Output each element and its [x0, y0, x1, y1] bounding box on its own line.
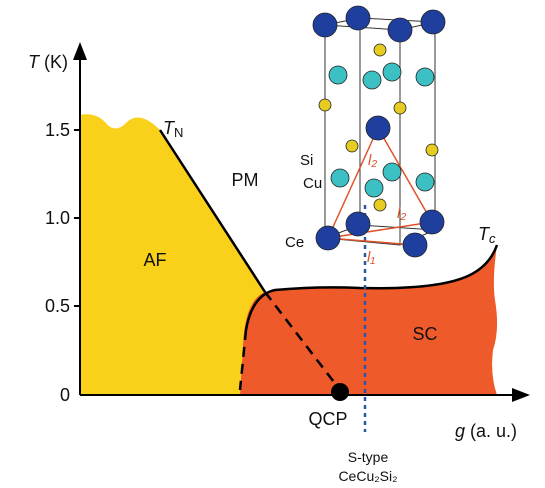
ce-atom — [316, 226, 340, 250]
ce-atom — [421, 10, 445, 34]
cu-atom — [365, 179, 383, 197]
cu-atom — [416, 68, 434, 86]
tn-label: TN — [163, 118, 183, 140]
l2-label: l₂ — [368, 152, 377, 169]
y-arrow — [73, 42, 87, 60]
x-axis-label: g (a. u.) — [455, 421, 517, 441]
si-atom — [394, 102, 406, 114]
l1-label: l₁ — [367, 249, 375, 266]
cu-atom — [383, 63, 401, 81]
ce-atom — [420, 210, 444, 234]
ce-atom — [313, 13, 337, 37]
si-atom — [374, 44, 386, 56]
y-tick-label: 0.5 — [45, 296, 70, 316]
ce-atom — [388, 18, 412, 42]
sc-region — [240, 245, 497, 395]
s-type-label: S-type — [348, 449, 389, 465]
pm-label: PM — [232, 170, 259, 190]
tn-sub: N — [174, 125, 183, 140]
y-tick-label: 1.0 — [45, 208, 70, 228]
y-unit: (K) — [44, 52, 68, 72]
si-atom — [319, 99, 331, 111]
tc-sub: c — [489, 231, 496, 246]
y-tick-label: 1.5 — [45, 120, 70, 140]
qcp-label: QCP — [308, 409, 347, 429]
ce-atom — [403, 233, 427, 257]
qcp-point — [331, 383, 349, 401]
ce-atom — [346, 212, 370, 236]
phase-diagram: T (K) 0 0.5 1.0 1.5 g (a. u.) AF PM SC T… — [0, 0, 545, 488]
si-atom — [346, 140, 358, 152]
cu-atom — [383, 163, 401, 181]
si-label: Si — [300, 152, 313, 169]
y-axis-label: T (K) — [28, 52, 68, 72]
si-atom — [426, 144, 438, 156]
ce-atom — [346, 6, 370, 30]
si-atom — [374, 199, 386, 211]
l2-label: l₂ — [397, 205, 406, 222]
cu-atom — [416, 173, 434, 191]
tc-label: Tc — [478, 224, 496, 246]
cu-atom — [329, 66, 347, 84]
cu-label: Cu — [303, 175, 322, 192]
atoms — [313, 6, 445, 257]
cu-atom — [363, 71, 381, 89]
x-unit: (a. u.) — [470, 421, 517, 441]
x-symbol: g — [455, 421, 465, 441]
y-symbol: T — [28, 52, 41, 72]
compound-label: CeCu₂Si₂ — [338, 468, 397, 484]
bond — [328, 238, 415, 245]
y-tick-label: 0 — [60, 385, 70, 405]
cu-atom — [331, 169, 349, 187]
cell-top — [325, 18, 435, 30]
af-label: AF — [143, 250, 166, 270]
x-arrow — [512, 388, 530, 402]
ce-atom — [366, 116, 390, 140]
sc-label: SC — [412, 324, 437, 344]
af-region — [80, 114, 265, 395]
ce-label: Ce — [285, 234, 304, 251]
